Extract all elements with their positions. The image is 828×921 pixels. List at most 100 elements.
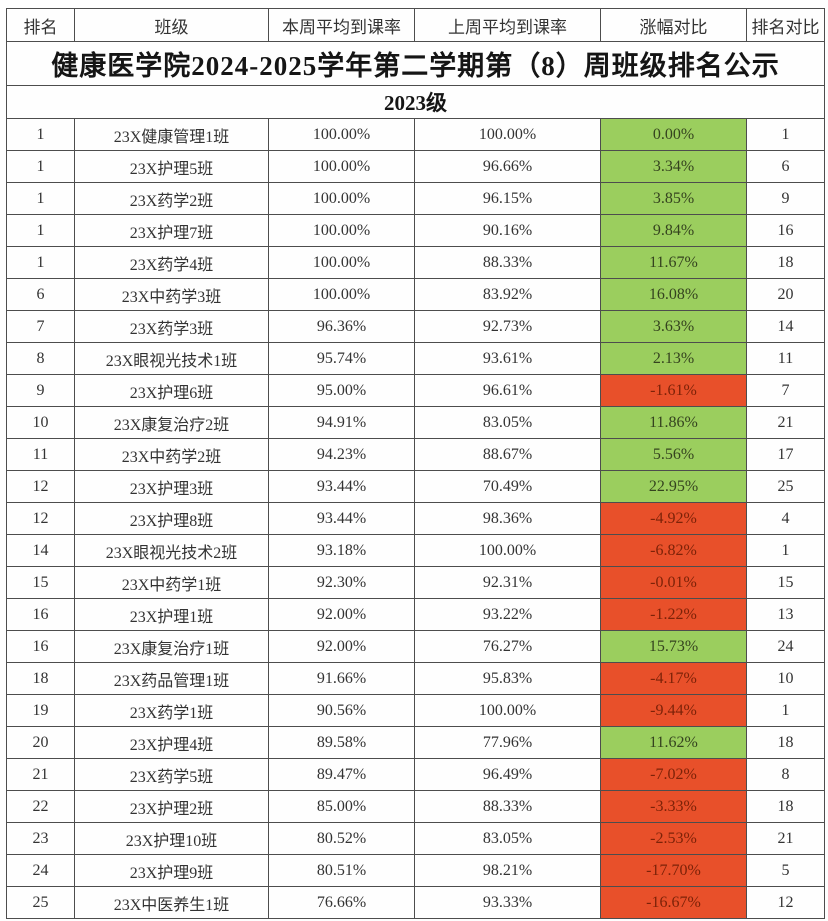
class-name-cell: 23X护理3班 (74, 470, 269, 503)
this-week-rate-cell: 92.00% (268, 598, 415, 631)
rank-compare-cell: 12 (746, 886, 825, 919)
rank-cell: 9 (6, 374, 75, 407)
change-cell: 2.13% (600, 342, 747, 375)
rank-compare-cell: 15 (746, 566, 825, 599)
header-row: 排名 班级 本周平均到课率 上周平均到课率 涨幅对比 排名对比 (6, 8, 825, 42)
this-week-rate-cell: 90.56% (268, 694, 415, 727)
rank-compare-cell: 21 (746, 822, 825, 855)
rank-compare-cell: 6 (746, 150, 825, 183)
rank-cell: 24 (6, 854, 75, 887)
change-cell: 15.73% (600, 630, 747, 663)
last-week-rate-cell: 98.36% (414, 502, 601, 535)
change-cell: -7.02% (600, 758, 747, 791)
change-cell: -17.70% (600, 854, 747, 887)
class-name-cell: 23X护理4班 (74, 726, 269, 759)
last-week-rate-cell: 83.05% (414, 822, 601, 855)
change-cell: -16.67% (600, 886, 747, 919)
table-row: 1 23X护理5班 100.00% 96.66% 3.34% 6 (6, 150, 825, 183)
change-cell: 11.62% (600, 726, 747, 759)
this-week-rate-cell: 95.74% (268, 342, 415, 375)
this-week-rate-cell: 92.00% (268, 630, 415, 663)
rank-compare-cell: 21 (746, 406, 825, 439)
this-week-rate-cell: 94.91% (268, 406, 415, 439)
table-row: 12 23X护理3班 93.44% 70.49% 22.95% 25 (6, 470, 825, 503)
header-rank: 排名 (6, 8, 75, 42)
change-cell: -0.01% (600, 566, 747, 599)
this-week-rate-cell: 100.00% (268, 278, 415, 311)
this-week-rate-cell: 92.30% (268, 566, 415, 599)
last-week-rate-cell: 70.49% (414, 470, 601, 503)
header-rank-compare: 排名对比 (746, 8, 825, 42)
rank-compare-cell: 1 (746, 534, 825, 567)
class-name-cell: 23X护理10班 (74, 822, 269, 855)
this-week-rate-cell: 91.66% (268, 662, 415, 695)
rank-cell: 25 (6, 886, 75, 919)
rank-cell: 1 (6, 118, 75, 151)
class-name-cell: 23X眼视光技术1班 (74, 342, 269, 375)
rank-compare-cell: 4 (746, 502, 825, 535)
this-week-rate-cell: 100.00% (268, 246, 415, 279)
last-week-rate-cell: 90.16% (414, 214, 601, 247)
rank-compare-cell: 1 (746, 118, 825, 151)
change-cell: 11.86% (600, 406, 747, 439)
class-name-cell: 23X护理7班 (74, 214, 269, 247)
table-row: 24 23X护理9班 80.51% 98.21% -17.70% 5 (6, 854, 825, 887)
last-week-rate-cell: 83.92% (414, 278, 601, 311)
title-row: 健康医学院2024-2025学年第二学期第（8）周班级排名公示 (6, 41, 825, 86)
last-week-rate-cell: 88.33% (414, 790, 601, 823)
this-week-rate-cell: 95.00% (268, 374, 415, 407)
rank-compare-cell: 13 (746, 598, 825, 631)
change-cell: -1.22% (600, 598, 747, 631)
class-name-cell: 23X中药学2班 (74, 438, 269, 471)
last-week-rate-cell: 95.83% (414, 662, 601, 695)
column-header-row: 排名 班级 本周平均到课率 上周平均到课率 涨幅对比 排名对比 (6, 8, 825, 42)
this-week-rate-cell: 93.44% (268, 470, 415, 503)
table-row: 16 23X康复治疗1班 92.00% 76.27% 15.73% 24 (6, 630, 825, 663)
this-week-rate-cell: 96.36% (268, 310, 415, 343)
rank-cell: 12 (6, 502, 75, 535)
this-week-rate-cell: 80.52% (268, 822, 415, 855)
class-name-cell: 23X护理9班 (74, 854, 269, 887)
rank-cell: 20 (6, 726, 75, 759)
change-cell: -9.44% (600, 694, 747, 727)
this-week-rate-cell: 100.00% (268, 150, 415, 183)
this-week-rate-cell: 76.66% (268, 886, 415, 919)
table-row: 1 23X护理7班 100.00% 90.16% 9.84% 16 (6, 214, 825, 247)
rank-compare-cell: 9 (746, 182, 825, 215)
rank-compare-cell: 18 (746, 790, 825, 823)
class-name-cell: 23X药学5班 (74, 758, 269, 791)
this-week-rate-cell: 93.44% (268, 502, 415, 535)
rank-compare-cell: 16 (746, 214, 825, 247)
last-week-rate-cell: 96.61% (414, 374, 601, 407)
last-week-rate-cell: 96.15% (414, 182, 601, 215)
rank-compare-cell: 17 (746, 438, 825, 471)
rank-compare-cell: 10 (746, 662, 825, 695)
last-week-rate-cell: 76.27% (414, 630, 601, 663)
table-row: 14 23X眼视光技术2班 93.18% 100.00% -6.82% 1 (6, 534, 825, 567)
table-row: 1 23X健康管理1班 100.00% 100.00% 0.00% 1 (6, 118, 825, 151)
table-row: 21 23X药学5班 89.47% 96.49% -7.02% 8 (6, 758, 825, 791)
last-week-rate-cell: 93.22% (414, 598, 601, 631)
change-cell: 3.63% (600, 310, 747, 343)
rank-compare-cell: 8 (746, 758, 825, 791)
rank-compare-cell: 11 (746, 342, 825, 375)
table-row: 19 23X药学1班 90.56% 100.00% -9.44% 1 (6, 694, 825, 727)
rank-cell: 16 (6, 598, 75, 631)
rank-cell: 12 (6, 470, 75, 503)
change-cell: 22.95% (600, 470, 747, 503)
rank-cell: 16 (6, 630, 75, 663)
last-week-rate-cell: 96.49% (414, 758, 601, 791)
rank-cell: 15 (6, 566, 75, 599)
rank-cell: 19 (6, 694, 75, 727)
rank-cell: 14 (6, 534, 75, 567)
class-name-cell: 23X药学2班 (74, 182, 269, 215)
class-name-cell: 23X护理1班 (74, 598, 269, 631)
table-row: 11 23X中药学2班 94.23% 88.67% 5.56% 17 (6, 438, 825, 471)
rank-cell: 1 (6, 150, 75, 183)
table-row: 23 23X护理10班 80.52% 83.05% -2.53% 21 (6, 822, 825, 855)
table-head-rows: 健康医学院2024-2025学年第二学期第（8）周班级排名公示 2023级 (6, 41, 825, 119)
table-row: 1 23X药学2班 100.00% 96.15% 3.85% 9 (6, 182, 825, 215)
rank-compare-cell: 18 (746, 726, 825, 759)
table-row: 20 23X护理4班 89.58% 77.96% 11.62% 18 (6, 726, 825, 759)
